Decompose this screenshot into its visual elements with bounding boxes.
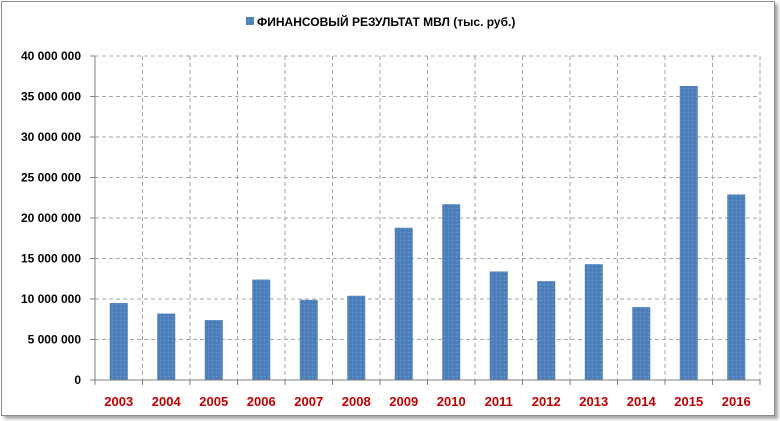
legend-label: ФИНАНСОВЫЙ РЕЗУЛЬТАТ МВЛ (тыс. руб.) [257,14,515,29]
bar [347,295,366,380]
y-tick-label: 35 000 000 [21,90,81,104]
bar [394,227,413,380]
x-tick-label: 2016 [722,394,751,409]
x-tick-label: 2003 [104,394,133,409]
x-tick-label: 2015 [674,394,703,409]
x-tick-label: 2008 [342,394,371,409]
bar [632,307,651,380]
x-tick-label: 2007 [294,394,323,409]
bar [679,85,698,380]
x-tick-label: 2012 [532,394,561,409]
bar [489,271,508,380]
bar [442,204,461,380]
x-tick-label: 2011 [485,394,513,409]
bar [252,279,271,380]
bar [584,264,603,380]
legend-swatch [246,17,254,25]
x-tick-label: 2013 [579,394,608,409]
y-tick-label: 30 000 000 [21,130,81,144]
y-tick-label: 25 000 000 [21,171,81,185]
y-tick-label: 5 000 000 [28,333,82,347]
x-axis-ticks: 2003 2004 2005 2006 2007 2008 2009 2010 2011 2012… [94,380,761,409]
bar [109,303,128,380]
bar [727,194,746,380]
bar [157,313,176,380]
x-tick-label: 2010 [437,394,466,409]
bar [299,299,318,380]
y-tick-label: 20 000 000 [21,211,81,225]
y-tick-label: 15 000 000 [21,252,81,266]
bar [204,320,223,380]
legend: ФИНАНСОВЫЙ РЕЗУЛЬТАТ МВЛ (тыс. руб.) [246,14,515,29]
y-tick-label: 10 000 000 [21,292,81,306]
bars [109,85,746,380]
y-tick-label: 40 000 000 [21,49,81,63]
y-axis-ticks: 0 5 000 000 10 000 000 15 000 000 20 000 000… [21,49,95,387]
x-tick-label: 2005 [199,394,228,409]
x-tick-label: 2014 [627,394,657,409]
x-tick-label: 2006 [247,394,276,409]
x-tick-label: 2009 [389,394,418,409]
bar [537,281,556,380]
y-tick-label: 0 [74,373,81,387]
x-tick-label: 2004 [152,394,182,409]
grid [95,55,761,380]
